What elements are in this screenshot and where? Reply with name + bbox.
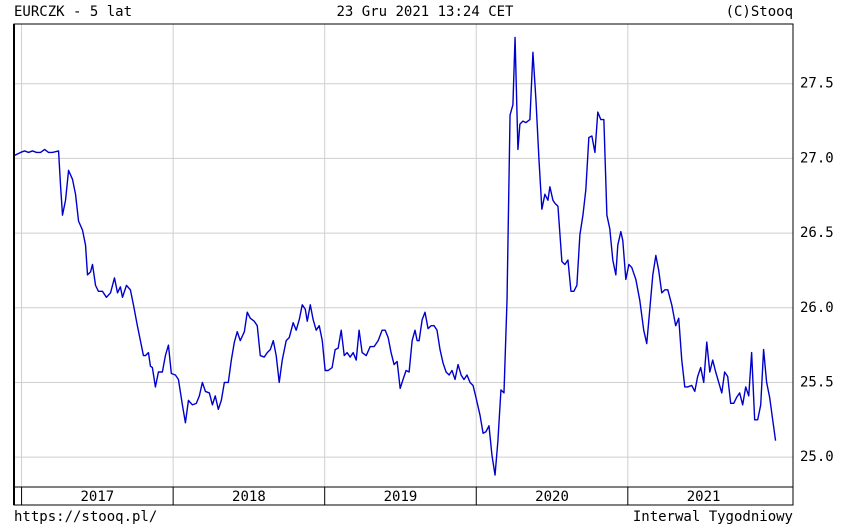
y-tick-label: 26.0	[800, 300, 834, 316]
url: https://stooq.pl/	[14, 509, 157, 525]
chart-date: 23 Gru 2021 13:24 CET	[336, 4, 514, 20]
x-tick-label: 2021	[687, 489, 721, 505]
y-tick-label: 27.5	[800, 76, 834, 92]
interval: Interwal Tygodniowy	[633, 509, 793, 525]
plot	[14, 36, 777, 476]
chart-title: EURCZK - 5 lat	[14, 4, 132, 20]
y-tick-label: 26.5	[800, 225, 834, 241]
price-line	[14, 36, 777, 476]
y-tick-label: 27.0	[800, 150, 834, 166]
x-tick-label: 2017	[80, 489, 114, 505]
grid	[14, 24, 793, 487]
x-tick-label: 2020	[535, 489, 569, 505]
y-tick-label: 25.0	[800, 449, 834, 465]
x-tick-label: 2018	[232, 489, 266, 505]
x-tick-label: 2019	[384, 489, 418, 505]
source: (C)Stooq	[726, 4, 793, 20]
y-tick-label: 25.5	[800, 374, 834, 390]
